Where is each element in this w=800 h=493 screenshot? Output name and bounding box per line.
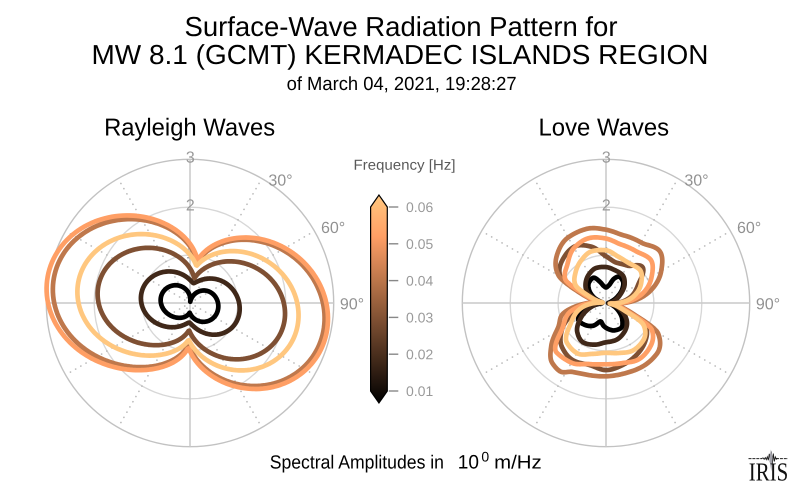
- svg-text:Love Waves: Love Waves: [539, 115, 670, 142]
- svg-text:0: 0: [481, 449, 489, 465]
- svg-text:MW 8.1 (GCMT) KERMADEC ISLANDS: MW 8.1 (GCMT) KERMADEC ISLANDS REGION: [92, 39, 709, 70]
- svg-text:of March 04, 2021, 19:28:27: of March 04, 2021, 19:28:27: [287, 74, 517, 95]
- svg-text:Spectral Amplitudes in: Spectral Amplitudes in: [270, 453, 444, 474]
- svg-text:Rayleigh Waves: Rayleigh Waves: [104, 115, 275, 142]
- svg-text:m/Hz: m/Hz: [494, 453, 542, 474]
- svg-text:Surface-Wave Radiation Pattern: Surface-Wave Radiation Pattern for: [185, 11, 618, 42]
- svg-text:10: 10: [458, 452, 479, 474]
